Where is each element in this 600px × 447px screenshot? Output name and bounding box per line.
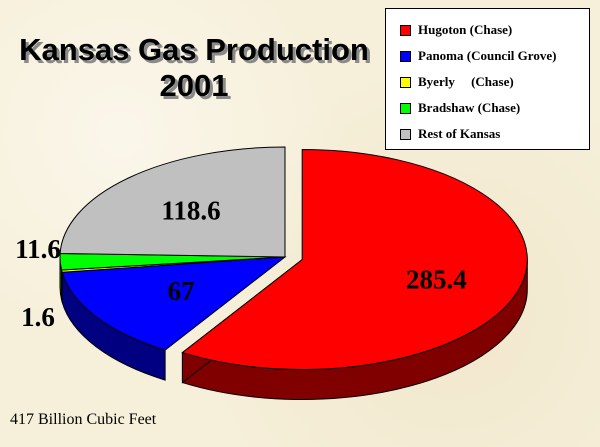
legend-item-panoma: Panoma (Council Grove) [400,43,589,69]
legend-label-byerly: Byerly (Chase) [418,74,514,89]
legend-label-hugoton: Hugoton (Chase) [418,22,513,37]
pie-slice-hugoton-chase [181,148,528,370]
legend-item-byerly: Byerly (Chase) [400,69,589,95]
footer-note: 417 Billion Cubic Feet [10,411,157,428]
data-label-rest-of-kansas: 118.6 [161,196,220,226]
chart-title-line1: Kansas Gas Production [19,32,369,67]
legend-item-bradshaw: Bradshaw (Chase) [400,95,589,121]
chart-title-line2: 2001 [159,68,229,103]
legend-label-bradshaw: Bradshaw (Chase) [418,100,521,115]
legend-label-rest: Rest of Kansas [418,126,501,141]
data-label-byerly-chase: 1.6 [21,302,55,332]
chart-legend: Hugoton (Chase) Panoma (Council Grove) B… [385,8,590,150]
legend-label-panoma: Panoma (Council Grove) [418,48,557,63]
legend-swatch-panoma [400,50,411,62]
data-label-panoma-council-grove: 67 [168,276,195,306]
pie-tops-group [59,146,528,370]
chart-title: Kansas Gas Production 2001 [6,32,382,104]
legend-swatch-hugoton [400,24,411,36]
legend-swatch-byerly [400,76,411,88]
legend-item-rest: Rest of Kansas [400,121,589,147]
legend-swatch-bradshaw [400,102,411,114]
pie-slice-rest-of-kansas [59,146,286,258]
pie-labels-group: 285.4 67 1.6 11.6 118.6 [15,196,467,332]
legend-swatch-rest [400,128,411,140]
pie-slice-panoma-council-grove [61,256,287,351]
data-label-hugoton-chase: 285.4 [406,264,467,294]
data-label-bradshaw-chase: 11.6 [15,234,61,264]
legend-item-hugoton: Hugoton (Chase) [400,17,589,43]
